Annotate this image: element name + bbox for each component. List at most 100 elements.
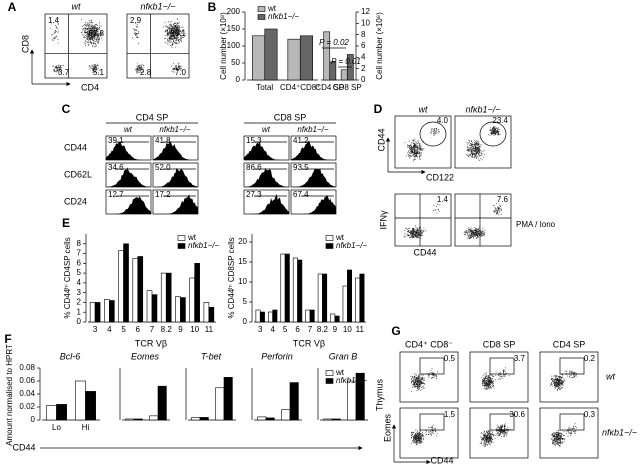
bar [297, 259, 303, 323]
gate-value: 3.7 [514, 354, 526, 363]
y-tick-label: 4 [361, 52, 366, 61]
label: CD24 [64, 196, 87, 206]
bar [323, 31, 331, 81]
gate [479, 121, 507, 147]
histogram [244, 141, 289, 160]
gate-value: 30.6 [509, 410, 525, 419]
label: C [62, 102, 71, 116]
gate-value: 86.6 [246, 163, 262, 172]
quadrant-value: 1.4 [48, 16, 60, 25]
gate-value: 15.3 [246, 136, 262, 145]
bar [330, 313, 336, 323]
y-tick-label: 0.02 [19, 402, 35, 411]
bar [257, 416, 267, 421]
y-axis-label: Cell number (×10⁶) [375, 12, 384, 80]
chart-title: Bcl-6 [60, 351, 81, 361]
bar [334, 315, 340, 323]
chart-title: Eomes [131, 351, 160, 361]
bar [305, 309, 311, 323]
legend-label: wt [267, 4, 277, 13]
gate [559, 413, 585, 431]
y-tick-label: 10 [361, 18, 370, 27]
x-tick-label: 10 [190, 325, 199, 334]
bar [272, 309, 278, 323]
legend-swatch [325, 378, 334, 384]
y-tick-label: 4 [77, 278, 82, 287]
gate [489, 357, 515, 375]
y-tick-label: 150 [227, 24, 241, 33]
gate [489, 413, 515, 431]
label: B [208, 0, 217, 14]
y-tick-label: 0 [243, 317, 248, 326]
gate-value: 27.3 [246, 190, 262, 199]
histogram [291, 195, 336, 214]
legend-swatch [325, 243, 334, 249]
label: nfκb1−/− [465, 104, 500, 114]
y-tick-label: 3 [77, 288, 82, 297]
gate-value: 7.6 [497, 195, 509, 204]
plot-frame [394, 115, 452, 169]
dots [410, 424, 438, 446]
y-tick-label: 12 [361, 7, 370, 16]
label: nfκb1−/− [602, 427, 637, 437]
bar [299, 35, 313, 81]
bar [215, 387, 225, 421]
y-tick-label: 50 [231, 58, 240, 67]
label: D [374, 102, 383, 116]
bar [123, 243, 129, 323]
bar [252, 35, 266, 81]
y-tick-label: 8 [77, 239, 82, 248]
bar [189, 277, 195, 323]
histogram [106, 141, 151, 160]
gate-value: 93.5 [293, 163, 309, 172]
chart-title: Perforin [261, 351, 293, 361]
gate-value: 23.4 [492, 116, 508, 125]
bar [223, 377, 233, 421]
label: CD4⁺ CD8⁻ [405, 339, 453, 349]
x-tick-label: Hi [82, 423, 90, 432]
quadrant-value: 2.8 [140, 68, 152, 77]
label: CD4 SP [553, 339, 586, 349]
y-tick-label: 0.06 [19, 376, 35, 385]
dots [466, 126, 501, 161]
legend-label: wt [335, 233, 345, 242]
bar [146, 290, 153, 323]
quadrant-value: 85.1 [170, 29, 186, 38]
bar [292, 257, 298, 323]
bar [280, 253, 286, 323]
dots [132, 18, 186, 74]
histogram [106, 196, 151, 214]
label: nfκb1−/− [297, 125, 328, 134]
gate-value: 41.8 [155, 136, 171, 145]
gate-value: 0.5 [444, 354, 456, 363]
bar [208, 307, 215, 323]
label: G [391, 324, 400, 338]
plot-frame [454, 115, 512, 169]
label: Amount normalised to HPRT [5, 344, 14, 446]
histogram [106, 167, 151, 187]
x-tick-label: 7 [150, 325, 155, 334]
bar [317, 273, 323, 323]
bar [199, 417, 209, 421]
x-axis-label: TCR Vβ [293, 338, 325, 348]
bar [322, 273, 328, 323]
gate-value: 0.3 [584, 410, 596, 419]
dots [404, 128, 440, 162]
y-tick-label: 0 [361, 75, 366, 84]
x-tick-label: 9 [178, 325, 183, 334]
y-tick-label: 0 [31, 415, 36, 424]
bar [194, 263, 200, 323]
histogram [153, 168, 198, 187]
histogram [153, 194, 198, 214]
label: F [4, 332, 11, 346]
y-tick-label: 8 [361, 30, 366, 39]
bar [46, 405, 57, 421]
gate [419, 357, 445, 375]
x-tick-label: 4 [107, 325, 112, 334]
bar [255, 309, 261, 323]
gate-value: 52.0 [155, 163, 171, 172]
dots [481, 367, 510, 391]
gate-value: 17.2 [155, 190, 171, 199]
bar [89, 302, 96, 323]
